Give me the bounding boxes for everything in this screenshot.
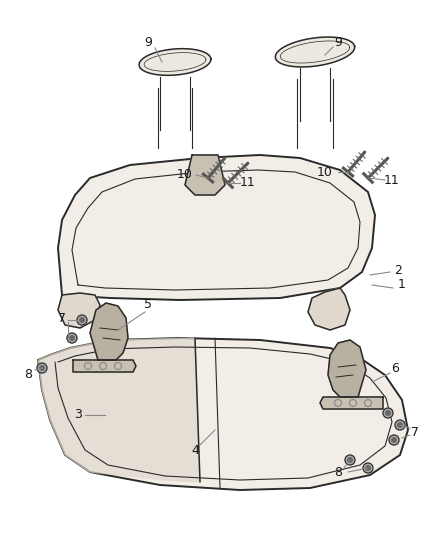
Circle shape [392, 438, 396, 442]
Circle shape [395, 420, 405, 430]
Circle shape [80, 318, 84, 322]
Text: 4: 4 [191, 443, 199, 456]
Circle shape [345, 455, 355, 465]
Polygon shape [320, 397, 383, 409]
Text: 10: 10 [177, 168, 193, 182]
Polygon shape [58, 293, 100, 328]
Text: 6: 6 [391, 361, 399, 375]
Polygon shape [73, 360, 136, 372]
Circle shape [383, 408, 393, 418]
Circle shape [70, 336, 74, 340]
Text: 10: 10 [317, 166, 333, 179]
Text: 9: 9 [334, 36, 342, 49]
Polygon shape [58, 155, 375, 300]
Circle shape [366, 466, 370, 470]
Polygon shape [328, 340, 366, 397]
Polygon shape [139, 49, 211, 75]
Polygon shape [38, 338, 200, 482]
Circle shape [398, 423, 402, 427]
Text: 5: 5 [144, 298, 152, 311]
Circle shape [348, 458, 352, 462]
Polygon shape [308, 288, 350, 330]
Text: 9: 9 [144, 36, 152, 50]
Circle shape [389, 435, 399, 445]
Text: 8: 8 [24, 368, 32, 382]
Text: 7: 7 [411, 425, 419, 439]
Text: 8: 8 [334, 465, 342, 479]
Text: 11: 11 [384, 174, 400, 187]
Polygon shape [90, 303, 128, 360]
Text: 3: 3 [74, 408, 82, 422]
Text: 7: 7 [58, 311, 66, 325]
Polygon shape [276, 37, 355, 67]
Text: 11: 11 [240, 176, 256, 190]
Circle shape [77, 315, 87, 325]
Circle shape [37, 363, 47, 373]
Text: 2: 2 [394, 263, 402, 277]
Text: 1: 1 [398, 279, 406, 292]
Circle shape [67, 333, 77, 343]
Polygon shape [185, 155, 225, 195]
Circle shape [363, 463, 373, 473]
Circle shape [40, 366, 44, 370]
Polygon shape [38, 338, 408, 490]
Circle shape [386, 411, 390, 415]
